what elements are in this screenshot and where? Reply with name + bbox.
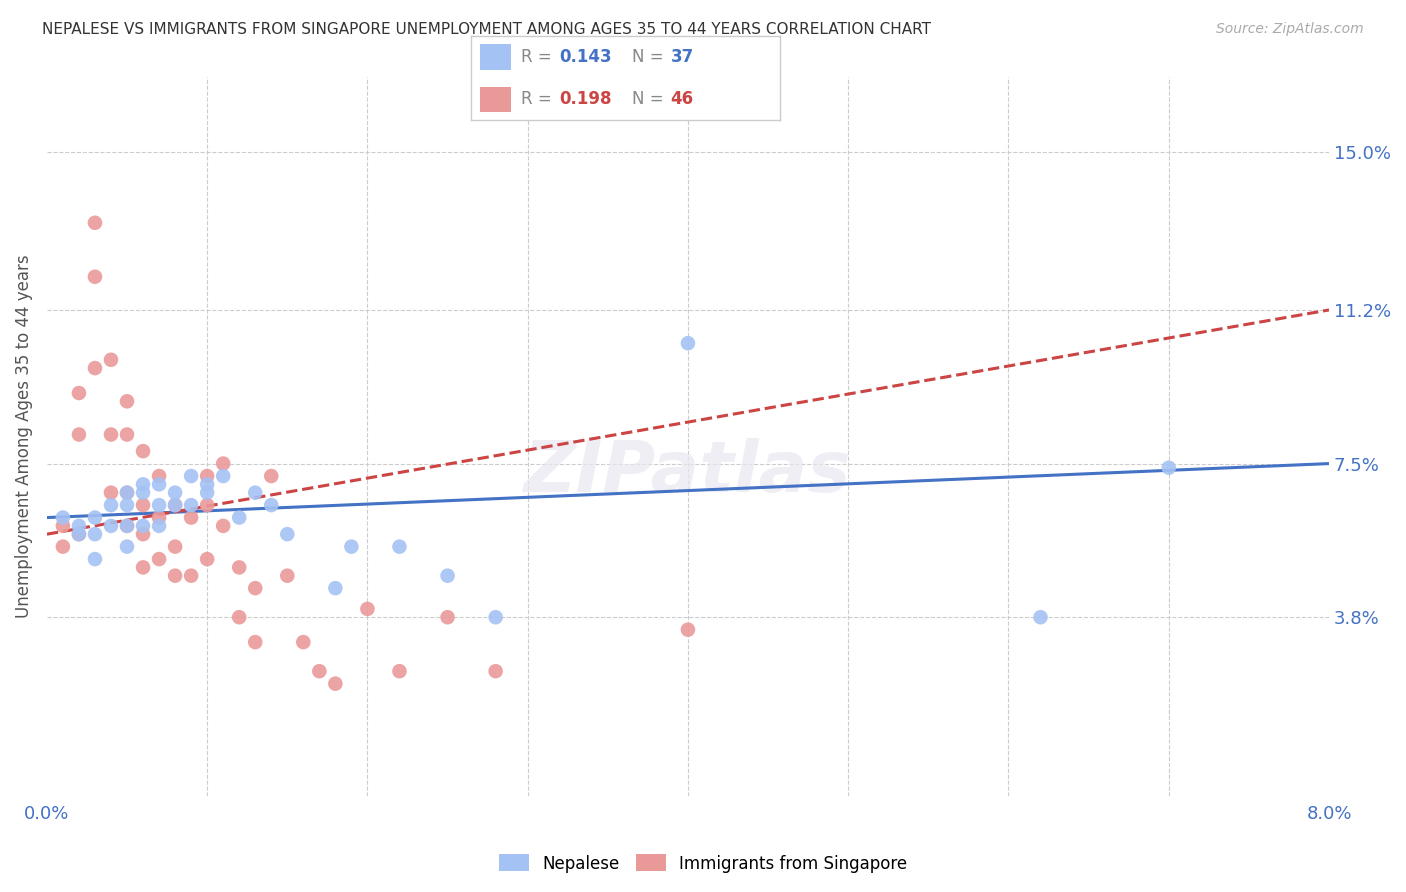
- Legend: Nepalese, Immigrants from Singapore: Nepalese, Immigrants from Singapore: [492, 847, 914, 880]
- Point: [388, 540, 411, 554]
- Point: [212, 469, 235, 483]
- Point: [84, 216, 107, 230]
- Point: [148, 552, 170, 566]
- Point: [132, 519, 155, 533]
- Point: [165, 540, 187, 554]
- Point: [195, 485, 218, 500]
- Point: [148, 510, 170, 524]
- Bar: [481, 87, 512, 112]
- Point: [132, 444, 155, 458]
- Point: [325, 581, 347, 595]
- Point: [132, 560, 155, 574]
- Point: [100, 485, 122, 500]
- Point: [115, 519, 138, 533]
- Text: 46: 46: [671, 90, 693, 108]
- Point: [260, 469, 283, 483]
- Point: [100, 519, 122, 533]
- Point: [100, 427, 122, 442]
- Point: [132, 527, 155, 541]
- Y-axis label: Unemployment Among Ages 35 to 44 years: Unemployment Among Ages 35 to 44 years: [15, 255, 32, 618]
- Point: [115, 394, 138, 409]
- Bar: [481, 45, 512, 70]
- Point: [228, 560, 250, 574]
- Text: NEPALESE VS IMMIGRANTS FROM SINGAPORE UNEMPLOYMENT AMONG AGES 35 TO 44 YEARS COR: NEPALESE VS IMMIGRANTS FROM SINGAPORE UN…: [42, 22, 931, 37]
- Point: [84, 361, 107, 376]
- Point: [325, 676, 347, 690]
- Point: [195, 498, 218, 512]
- Text: R =: R =: [520, 90, 557, 108]
- Point: [132, 477, 155, 491]
- Point: [245, 485, 267, 500]
- Point: [100, 352, 122, 367]
- Point: [100, 498, 122, 512]
- Point: [676, 623, 699, 637]
- Point: [436, 568, 458, 582]
- Point: [676, 336, 699, 351]
- Text: 0.143: 0.143: [560, 48, 612, 66]
- Point: [67, 527, 90, 541]
- Text: N =: N =: [631, 48, 669, 66]
- Text: 0.198: 0.198: [560, 90, 612, 108]
- Point: [292, 635, 315, 649]
- Point: [52, 540, 75, 554]
- Text: 37: 37: [671, 48, 693, 66]
- Point: [67, 427, 90, 442]
- Point: [115, 485, 138, 500]
- Point: [195, 552, 218, 566]
- Point: [148, 477, 170, 491]
- Point: [260, 498, 283, 512]
- Point: [148, 469, 170, 483]
- Point: [276, 568, 298, 582]
- Point: [245, 635, 267, 649]
- Point: [485, 664, 508, 678]
- Point: [212, 519, 235, 533]
- Point: [180, 568, 202, 582]
- Point: [67, 527, 90, 541]
- Point: [84, 552, 107, 566]
- Point: [84, 510, 107, 524]
- Point: [115, 540, 138, 554]
- Point: [180, 469, 202, 483]
- Point: [485, 610, 508, 624]
- Point: [165, 568, 187, 582]
- Point: [115, 498, 138, 512]
- Point: [195, 477, 218, 491]
- Point: [356, 602, 378, 616]
- Text: R =: R =: [520, 48, 557, 66]
- Point: [388, 664, 411, 678]
- Point: [228, 510, 250, 524]
- Point: [165, 498, 187, 512]
- Point: [132, 498, 155, 512]
- Text: Source: ZipAtlas.com: Source: ZipAtlas.com: [1216, 22, 1364, 37]
- Text: ZIPatlas: ZIPatlas: [524, 438, 852, 507]
- Point: [132, 485, 155, 500]
- Text: N =: N =: [631, 90, 669, 108]
- Point: [84, 527, 107, 541]
- Point: [165, 485, 187, 500]
- Point: [52, 519, 75, 533]
- Point: [245, 581, 267, 595]
- Point: [67, 386, 90, 401]
- Point: [180, 498, 202, 512]
- Point: [115, 427, 138, 442]
- Point: [1029, 610, 1052, 624]
- Point: [165, 498, 187, 512]
- Point: [115, 519, 138, 533]
- Point: [212, 457, 235, 471]
- Point: [115, 485, 138, 500]
- Point: [148, 498, 170, 512]
- Point: [52, 510, 75, 524]
- Point: [84, 269, 107, 284]
- Point: [308, 664, 330, 678]
- Point: [276, 527, 298, 541]
- Point: [195, 469, 218, 483]
- Point: [340, 540, 363, 554]
- Point: [436, 610, 458, 624]
- Point: [1157, 460, 1180, 475]
- Point: [228, 610, 250, 624]
- Point: [67, 519, 90, 533]
- Point: [180, 510, 202, 524]
- Point: [148, 519, 170, 533]
